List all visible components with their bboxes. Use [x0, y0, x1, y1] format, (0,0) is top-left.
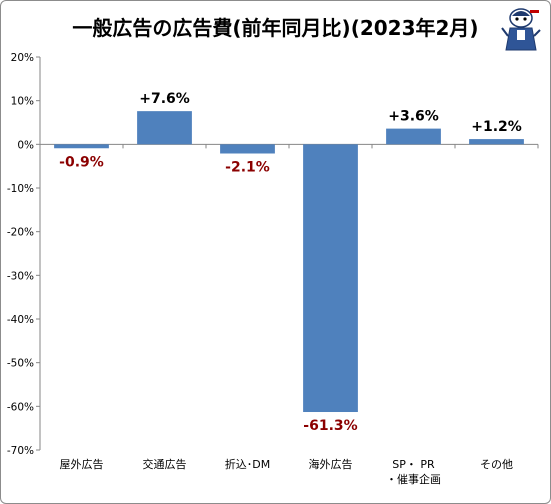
y-tick-label: -70% [7, 445, 34, 457]
bar [469, 139, 524, 145]
bar [54, 144, 109, 149]
y-tick-label: -40% [7, 314, 34, 326]
reporter-mascot-icon [501, 8, 541, 51]
data-label: -2.1% [225, 160, 270, 176]
bar [386, 128, 441, 145]
category-label: その他 [480, 458, 513, 471]
bar [220, 144, 275, 154]
y-tick-label: -30% [7, 270, 34, 282]
category-label: 交通広告 [143, 457, 187, 471]
category-label: 屋外広告 [60, 458, 104, 471]
y-tick-label: -60% [7, 401, 34, 413]
y-tick-label: 20% [11, 52, 34, 64]
data-label: -0.9% [59, 154, 104, 170]
data-label: +3.6% [388, 109, 439, 125]
bar [137, 111, 192, 145]
chart-title: 一般広告の広告費(前年同月比)(2023年2月) [72, 16, 479, 40]
y-tick-label: -50% [7, 358, 34, 370]
category-label: 折込･DM [225, 457, 270, 471]
y-tick-label: 0% [17, 139, 34, 151]
data-label: -61.3% [303, 418, 357, 434]
bar [303, 144, 358, 413]
y-tick-label: -20% [7, 227, 34, 239]
y-tick-label: -10% [7, 183, 34, 195]
y-tick-label: 10% [11, 96, 34, 108]
data-label: +7.6% [139, 91, 190, 107]
category-label: 海外広告 [309, 457, 353, 471]
data-label: +1.2% [471, 119, 522, 135]
category-label: SP・ PR ・催事企画 [386, 458, 441, 486]
